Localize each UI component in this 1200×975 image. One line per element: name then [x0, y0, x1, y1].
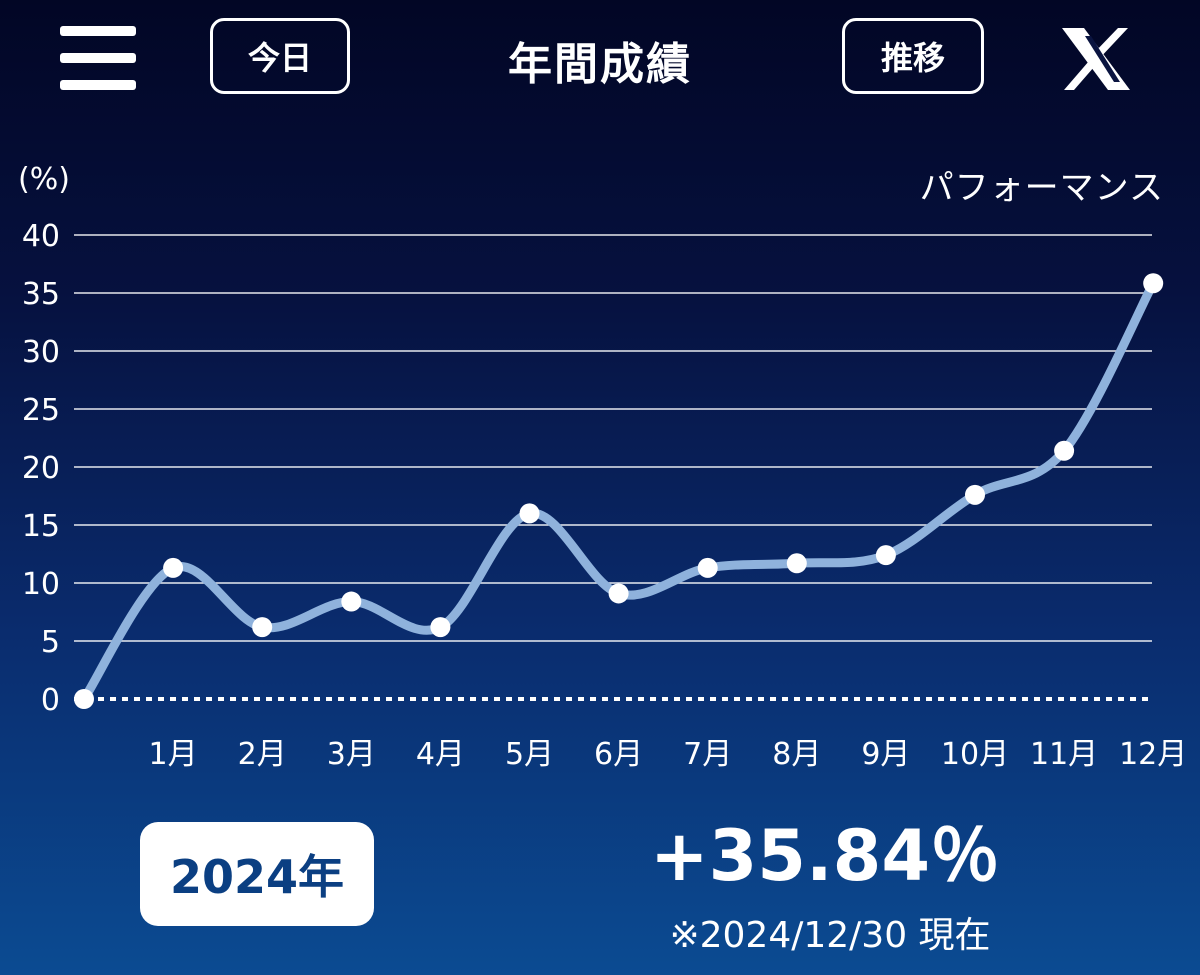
x-tick-label: 5月	[505, 737, 554, 772]
x-tick-label: 8月	[772, 737, 821, 772]
y-tick-label: 10	[22, 567, 60, 602]
performance-series-line	[79, 278, 1158, 704]
data-point	[786, 553, 807, 574]
y-tick-label: 40	[22, 219, 60, 254]
y-tick-label: 0	[41, 683, 60, 718]
performance-line-chart: 0 5 10 15 20 25 30 35 40 1月 2月 3月 4月 5月 6月 7月 8月 9月 10月 11月…	[22, 219, 1187, 772]
top-bar: 今日 年間成績 推移	[0, 0, 1200, 120]
y-tick-label: 30	[22, 335, 60, 370]
data-point	[697, 557, 718, 578]
x-tick-label: 4月	[416, 737, 465, 772]
data-point	[74, 689, 94, 709]
data-point	[1143, 273, 1164, 294]
annual-performance-value: +35.84％	[649, 815, 1001, 897]
x-logo-icon[interactable]	[1060, 26, 1132, 92]
x-tick-label: 3月	[327, 737, 376, 772]
page-title: 年間成績	[508, 39, 692, 90]
data-point	[1054, 440, 1075, 461]
y-axis-unit-label: (%)	[18, 162, 70, 197]
x-tick-label: 10月	[941, 737, 1009, 772]
y-tick-label: 5	[41, 625, 60, 660]
today-button[interactable]: 今日	[210, 18, 350, 94]
x-tick-label: 6月	[594, 737, 643, 772]
as-of-date-text: ※2024/12/30 現在	[669, 915, 991, 956]
y-tick-label: 25	[22, 393, 60, 428]
x-tick-label: 7月	[683, 737, 732, 772]
data-point	[965, 484, 985, 505]
year-selector-button[interactable]: 2024年	[140, 822, 374, 926]
x-tick-label: 1月	[149, 737, 198, 772]
data-point	[430, 617, 451, 638]
data-point	[252, 617, 273, 638]
data-point	[875, 545, 896, 566]
x-tick-label: 2月	[238, 737, 287, 772]
hamburger-menu-icon[interactable]	[60, 26, 136, 90]
data-point	[341, 591, 362, 612]
data-point	[519, 503, 540, 524]
y-tick-label: 20	[22, 451, 60, 486]
y-tick-label: 15	[22, 509, 60, 544]
x-tick-label: 9月	[861, 737, 910, 772]
x-tick-label: 12月	[1119, 737, 1187, 772]
data-point	[608, 583, 629, 604]
y-tick-label: 35	[22, 277, 60, 312]
trend-button[interactable]: 推移	[842, 18, 984, 94]
series-name-label: パフォーマンス	[919, 168, 1164, 208]
x-tick-label: 11月	[1030, 737, 1098, 772]
data-point	[163, 557, 184, 578]
